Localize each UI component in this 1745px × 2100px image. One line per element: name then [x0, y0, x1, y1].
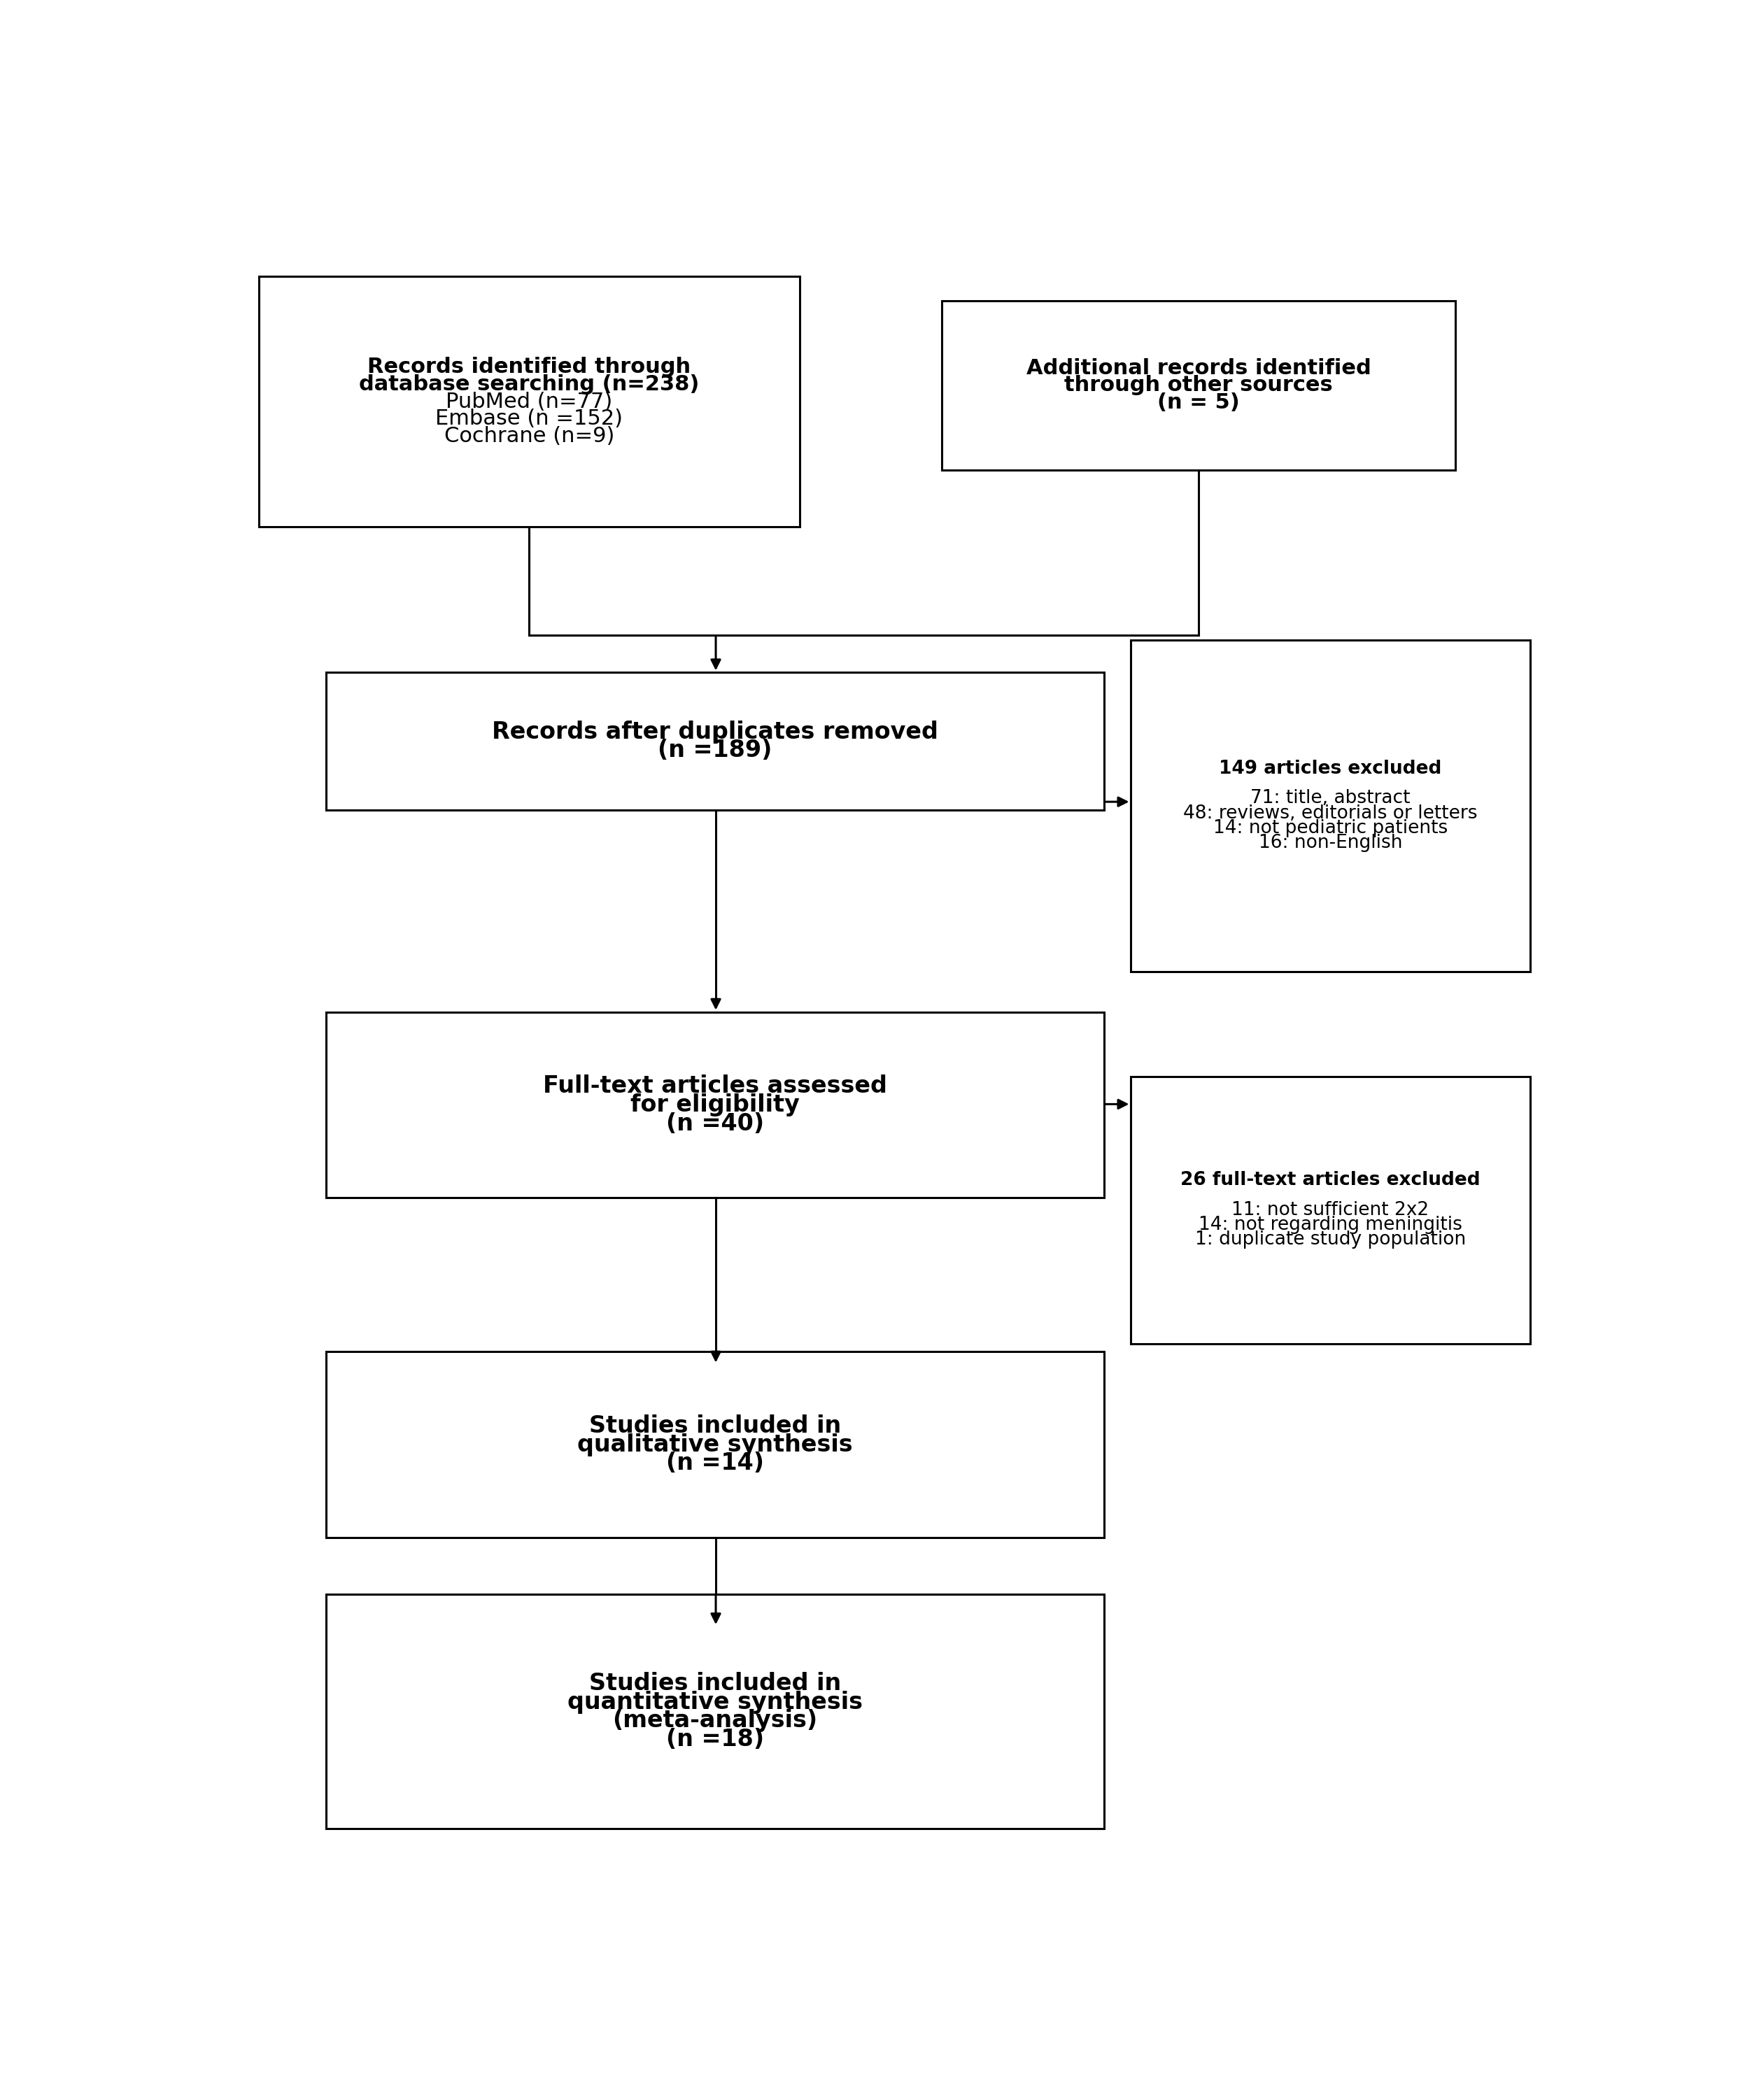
Text: 11: not sufficient 2x2: 11: not sufficient 2x2	[1232, 1201, 1429, 1220]
Text: 1: duplicate study population: 1: duplicate study population	[1195, 1231, 1466, 1250]
Bar	[942, 300, 1455, 470]
Bar	[326, 1594, 1105, 1829]
Text: 26 full-text articles excluded: 26 full-text articles excluded	[1181, 1172, 1480, 1189]
Text: database searching (n=238): database searching (n=238)	[359, 374, 700, 395]
Bar	[1131, 640, 1530, 972]
Bar	[326, 1012, 1105, 1197]
Text: Studies included in: Studies included in	[590, 1672, 841, 1695]
Text: Records identified through: Records identified through	[368, 357, 691, 378]
Text: through other sources: through other sources	[1064, 376, 1333, 395]
Text: quantitative synthesis: quantitative synthesis	[567, 1691, 862, 1714]
Text: Embase (n =152): Embase (n =152)	[436, 410, 623, 428]
Text: (n = 5): (n = 5)	[1157, 393, 1239, 414]
Bar	[326, 1352, 1105, 1537]
Text: Additional records identified: Additional records identified	[1026, 359, 1372, 378]
Text: (n =14): (n =14)	[667, 1451, 764, 1474]
Text: qualitative synthesis: qualitative synthesis	[578, 1432, 853, 1455]
Text: Records after duplicates removed: Records after duplicates removed	[492, 720, 939, 743]
Text: Full-text articles assessed: Full-text articles assessed	[543, 1075, 886, 1098]
Text: (n =18): (n =18)	[667, 1728, 764, 1751]
Bar	[258, 277, 799, 527]
Text: 149 articles excluded: 149 articles excluded	[1220, 760, 1441, 777]
Text: 14: not pediatric patients: 14: not pediatric patients	[1213, 819, 1448, 838]
Text: Studies included in: Studies included in	[590, 1413, 841, 1436]
Text: Cochrane (n=9): Cochrane (n=9)	[443, 426, 614, 445]
Text: for eligibility: for eligibility	[630, 1094, 799, 1117]
Text: (n =189): (n =189)	[658, 739, 773, 762]
Text: 16: non-English: 16: non-English	[1258, 834, 1403, 853]
Text: (meta-analysis): (meta-analysis)	[612, 1709, 818, 1732]
Bar	[1131, 1077, 1530, 1344]
Text: 71: title, abstract: 71: title, abstract	[1251, 790, 1410, 808]
Bar	[326, 672, 1105, 811]
Text: 48: reviews, editorials or letters: 48: reviews, editorials or letters	[1183, 804, 1478, 823]
Text: (n =40): (n =40)	[667, 1113, 764, 1136]
Text: PubMed (n=77): PubMed (n=77)	[445, 391, 612, 412]
Text: 14: not regarding meningitis: 14: not regarding meningitis	[1199, 1216, 1462, 1235]
